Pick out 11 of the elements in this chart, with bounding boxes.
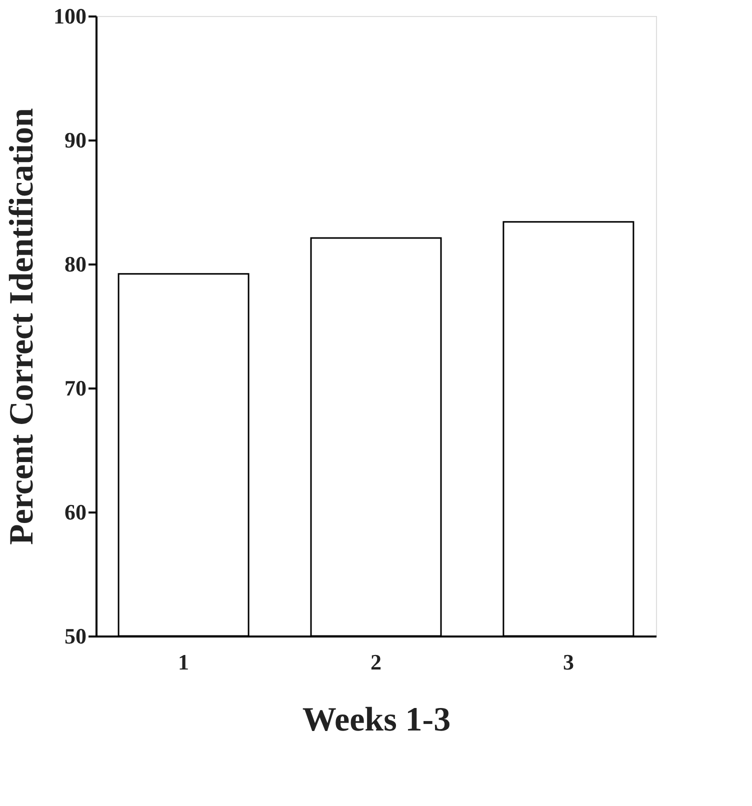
x-axis-title: Weeks 1-3 bbox=[302, 702, 451, 738]
x-tick-label: 3 bbox=[562, 650, 574, 674]
y-tick-label: 90 bbox=[64, 128, 86, 152]
y-tick-label: 70 bbox=[64, 376, 86, 400]
x-tick-label: 1 bbox=[178, 650, 190, 674]
y-tick-label: 80 bbox=[64, 252, 86, 276]
y-axis-title: Percent Correct Identification bbox=[4, 108, 40, 545]
y-tick-label: 50 bbox=[64, 624, 86, 648]
y-tick-label: 100 bbox=[54, 4, 86, 28]
y-tick-label: 60 bbox=[64, 500, 86, 524]
x-tick-label: 2 bbox=[370, 650, 382, 674]
